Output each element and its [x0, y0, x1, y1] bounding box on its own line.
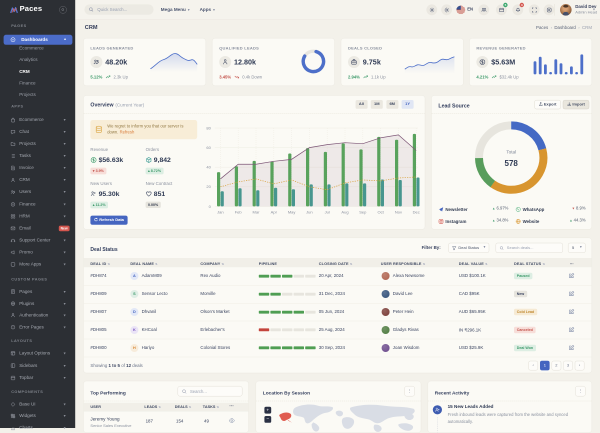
- svg-text:Jan: Jan: [217, 210, 223, 215]
- svg-text:40: 40: [206, 165, 211, 170]
- svg-text:578: 578: [505, 159, 519, 168]
- svg-text:May: May: [288, 210, 296, 215]
- svg-text:20: 20: [206, 184, 211, 189]
- svg-text:Jul: Jul: [325, 210, 330, 215]
- svg-text:Jun: Jun: [306, 210, 312, 215]
- svg-text:Sep: Sep: [359, 210, 367, 215]
- svg-text:0: 0: [209, 204, 212, 209]
- svg-text:Dec: Dec: [413, 210, 420, 215]
- svg-text:Aug: Aug: [341, 210, 348, 215]
- svg-text:Oct: Oct: [377, 210, 384, 215]
- svg-text:Mar: Mar: [253, 210, 261, 215]
- svg-text:80: 80: [206, 125, 211, 130]
- svg-text:Nov: Nov: [395, 210, 402, 215]
- svg-text:Total: Total: [506, 150, 516, 155]
- svg-text:Apr: Apr: [271, 210, 278, 215]
- svg-text:60: 60: [206, 145, 211, 150]
- svg-text:Feb: Feb: [235, 210, 243, 215]
